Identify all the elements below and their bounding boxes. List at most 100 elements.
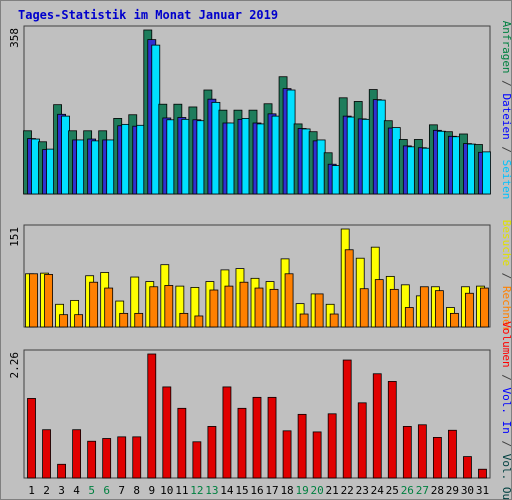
- legend-entry-top-4: Seiten: [500, 160, 512, 200]
- chart-title: Tages-Statistik im Monat Januar 2019: [18, 8, 278, 22]
- bar-rechner-day-12: [194, 315, 204, 328]
- bar-volumen-day-13: [207, 426, 217, 479]
- x-tick-label-3: 3: [58, 484, 65, 497]
- bar-rechner-day-14: [224, 285, 234, 328]
- legend-entry-middle-2: Rechner: [500, 286, 512, 333]
- x-tick-label-27: 27: [416, 484, 429, 497]
- bar-rechner-day-22: [344, 249, 354, 328]
- bar-rechner-day-29: [450, 312, 459, 328]
- bar-volumen-day-21: [327, 413, 337, 479]
- x-tick-label-9: 9: [148, 484, 155, 497]
- bar-volumen-day-31: [478, 468, 487, 479]
- bar-volumen-day-18: [282, 430, 292, 479]
- x-tick-label-11: 11: [175, 484, 188, 497]
- bar-volumen-day-7: [117, 436, 127, 479]
- bar-rechner-day-30: [465, 292, 474, 328]
- legend-entry-middle-1: /: [500, 266, 512, 286]
- bar-rechner-day-21: [329, 313, 339, 328]
- legend-entry-top-2: Dateien: [500, 93, 512, 139]
- bar-rechner-day-1: [29, 273, 38, 328]
- legend-entry-bottom-3: /: [500, 434, 512, 454]
- x-tick-label-29: 29: [446, 484, 459, 497]
- bar-volumen-day-5: [87, 440, 97, 479]
- x-tick-label-4: 4: [73, 484, 80, 497]
- bar-rechner-day-7: [119, 312, 129, 328]
- bar-rechner-day-9: [149, 286, 159, 328]
- bar-rechner-day-28: [434, 290, 444, 328]
- legend-entry-bottom-4: Vol. Out: [500, 454, 512, 500]
- x-tick-label-16: 16: [250, 484, 263, 497]
- bar-volumen-day-16: [252, 396, 262, 479]
- bar-rechner-day-31: [480, 287, 489, 328]
- bar-volumen-day-1: [27, 398, 36, 479]
- bar-volumen-day-30: [463, 456, 472, 479]
- bar-volumen-day-2: [42, 429, 51, 479]
- legend-entry-top-0: Anfragen: [500, 21, 512, 74]
- x-tick-label-21: 21: [326, 484, 339, 497]
- legend-entry-middle-0: Besuche: [500, 220, 512, 266]
- legend-entry-bottom-1: /: [500, 368, 512, 388]
- bar-rechner-day-3: [59, 314, 68, 328]
- bar-volumen-day-9: [147, 353, 157, 479]
- y-max-label-top: 358: [8, 28, 21, 48]
- bar-volumen-day-15: [237, 407, 247, 479]
- bar-rechner-day-23: [359, 288, 369, 328]
- x-tick-label-30: 30: [461, 484, 474, 497]
- bar-volumen-day-3: [57, 463, 66, 479]
- x-tick-label-24: 24: [371, 484, 385, 497]
- bar-rechner-day-6: [104, 287, 114, 328]
- bar-volumen-day-17: [267, 396, 277, 479]
- bar-volumen-day-11: [177, 407, 187, 479]
- x-tick-label-20: 20: [311, 484, 324, 497]
- bar-rechner-day-15: [239, 281, 249, 328]
- x-tick-label-31: 31: [476, 484, 489, 497]
- legend-entry-bottom-0: Volumen: [500, 321, 512, 367]
- bar-rechner-day-8: [134, 312, 144, 328]
- bar-volumen-day-14: [222, 386, 232, 479]
- legend-entry-top-1: /: [500, 74, 512, 94]
- x-tick-label-25: 25: [386, 484, 399, 497]
- x-tick-label-28: 28: [431, 484, 444, 497]
- bar-rechner-day-11: [179, 312, 189, 328]
- bar-volumen-day-10: [162, 386, 172, 479]
- bar-rechner-day-17: [269, 288, 279, 328]
- bar-volumen-day-6: [102, 438, 112, 479]
- x-tick-label-12: 12: [190, 484, 203, 497]
- bar-rechner-day-16: [254, 287, 264, 328]
- x-tick-label-5: 5: [88, 484, 95, 497]
- x-tick-label-7: 7: [118, 484, 125, 497]
- x-tick-label-2: 2: [43, 484, 50, 497]
- x-tick-label-22: 22: [341, 484, 354, 497]
- bar-rechner-day-25: [389, 288, 399, 328]
- bar-volumen-day-27: [417, 424, 427, 479]
- bar-rechner-day-10: [164, 285, 174, 328]
- bar-rechner-day-20: [314, 293, 324, 328]
- x-tick-label-13: 13: [205, 484, 218, 497]
- y-max-label-middle: 151: [8, 227, 21, 247]
- bar-rechner-day-2: [44, 274, 53, 328]
- x-tick-label-23: 23: [356, 484, 369, 497]
- x-tick-label-17: 17: [265, 484, 278, 497]
- bar-volumen-day-4: [72, 429, 82, 479]
- bar-volumen-day-8: [132, 436, 142, 479]
- y-max-label-bottom: 2.26: [8, 352, 21, 379]
- x-tick-label-14: 14: [220, 484, 234, 497]
- legend-entry-top-3: /: [500, 140, 512, 160]
- bar-volumen-day-19: [297, 413, 307, 479]
- bar-rechner-day-24: [374, 279, 384, 328]
- bar-volumen-day-26: [402, 426, 412, 479]
- legend-middle: Besuche / Rechner: [500, 220, 512, 333]
- x-tick-label-18: 18: [280, 484, 293, 497]
- bar-rechner-day-27: [419, 286, 429, 328]
- bar-rechner-day-26: [404, 307, 414, 328]
- bar-seiten-day-31: [482, 151, 491, 195]
- x-tick-label-6: 6: [103, 484, 110, 497]
- x-tick-label-1: 1: [28, 484, 35, 497]
- legend-bottom: Volumen / Vol. In / Vol. Out: [500, 321, 512, 500]
- bar-volumen-day-23: [357, 402, 367, 479]
- bar-rechner-day-18: [284, 273, 294, 328]
- x-tick-label-10: 10: [160, 484, 173, 497]
- legend-top: Anfragen / Dateien / Seiten: [500, 21, 512, 200]
- bar-rechner-day-13: [209, 289, 219, 328]
